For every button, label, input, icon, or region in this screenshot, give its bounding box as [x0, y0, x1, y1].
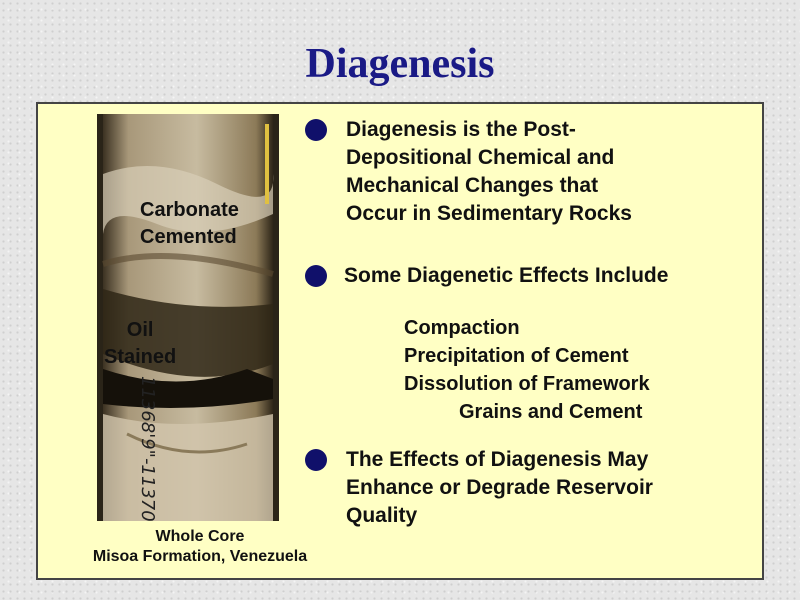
bullet-text: The Effects of Diagenesis May Enhance or …: [346, 446, 653, 530]
bullet-text: Diagenesis is the Post- Depositional Chem…: [346, 116, 632, 228]
bullet-dot: [305, 449, 327, 471]
bullet-line: Occur in Sedimentary Rocks: [346, 202, 632, 225]
label-line: Stained: [104, 346, 177, 368]
caption-line: Whole Core: [155, 528, 245, 545]
sub-item: Precipitation of Cement: [404, 345, 629, 367]
bullet-dot: [305, 119, 327, 141]
bullet-line: Diagenesis is the Post-: [346, 118, 576, 141]
sub-item: Dissolution of Framework: [404, 373, 650, 395]
photo-label: Carbonate Cemented: [140, 197, 239, 251]
bullet-line: Quality: [346, 504, 418, 527]
slide-title: Diagenesis: [305, 41, 495, 87]
label-line: Oil: [126, 319, 154, 341]
photo-caption: Whole Core Misoa Formation, Venezuela: [60, 527, 340, 567]
bullet-text: Some Diagenetic Effects Include: [344, 262, 668, 290]
core-inscription: 11368'9"-11370'6: [137, 376, 158, 521]
photo-label: Oil Stained: [104, 317, 176, 371]
label-line: Cemented: [140, 226, 237, 248]
caption-line: Misoa Formation, Venezuela: [92, 548, 308, 565]
sub-list: Compaction Precipitation of Cement Dissolu…: [404, 314, 650, 426]
sub-item: Grains and Cement: [459, 401, 643, 423]
bullet-dot: [305, 265, 327, 287]
bullet-line: Depositional Chemical and: [346, 146, 615, 169]
bullet-line: The Effects of Diagenesis May: [346, 448, 649, 471]
sub-item: Compaction: [404, 317, 520, 339]
core-photo: 11368'9"-11370'6: [97, 114, 279, 521]
bullet-line: Mechanical Changes that: [346, 174, 599, 197]
label-line: Carbonate: [140, 199, 239, 221]
bullet-line: Some Diagenetic Effects Include: [344, 264, 669, 287]
bullet-line: Enhance or Degrade Reservoir: [346, 476, 653, 499]
